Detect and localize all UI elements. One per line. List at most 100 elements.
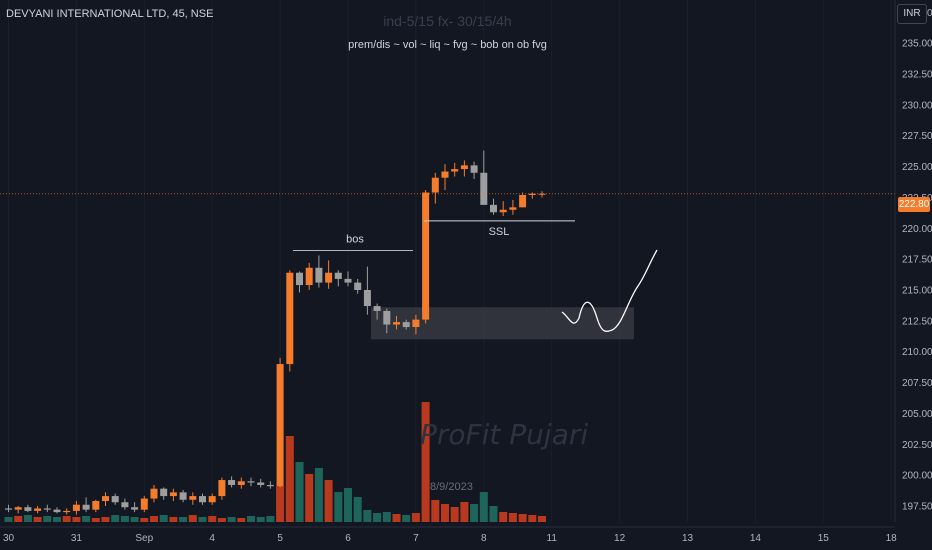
volume-bar <box>411 513 420 522</box>
volume-bar <box>460 502 469 522</box>
time-axis[interactable]: 30 31 Sep 4 5 6 7 8 11 12 13 14 15 18 <box>0 526 897 544</box>
time-tick-label: 5 <box>277 533 283 544</box>
volume-bar <box>363 510 372 522</box>
candle-body <box>519 194 527 208</box>
time-tick-label: 8 <box>481 533 487 544</box>
candle-body <box>402 322 410 328</box>
candle-body <box>140 498 148 510</box>
candle-body <box>373 306 381 311</box>
volume-bar <box>101 517 110 522</box>
price-tick-label: 217.50 <box>902 255 932 266</box>
candle-body <box>247 481 255 483</box>
volume-bar <box>72 517 81 522</box>
volume-bar <box>528 515 537 522</box>
volume-bar <box>324 480 333 522</box>
candle-body <box>325 272 333 283</box>
candle-body <box>72 504 80 511</box>
volume-bar <box>334 492 343 522</box>
candle-body <box>490 204 497 213</box>
price-tick-label: 235.00 <box>902 39 932 50</box>
candle-body <box>63 510 71 513</box>
candle-body <box>363 290 371 307</box>
candle-body <box>237 481 245 485</box>
price-tick-label: 215.00 <box>902 286 932 297</box>
volume-bar <box>518 514 527 522</box>
volume-bar <box>198 517 207 522</box>
candle-body <box>334 272 342 279</box>
candle-body <box>354 282 362 290</box>
volume-bar <box>295 462 304 522</box>
current-price-label: 222.80 <box>898 197 930 212</box>
candle-body <box>286 272 294 365</box>
candle-body <box>315 267 323 283</box>
volume-bar <box>169 517 178 522</box>
candle-body <box>460 165 468 170</box>
volume-bar <box>431 500 440 522</box>
time-tick-label: 30 <box>3 533 15 544</box>
volume-bar <box>402 515 411 522</box>
volume-bar <box>208 516 217 522</box>
volume-bar <box>23 515 32 522</box>
volume-bar <box>353 497 362 522</box>
candle-body <box>499 209 507 213</box>
volume-bar <box>276 486 285 522</box>
time-tick-label: 6 <box>345 533 351 544</box>
candle-body <box>509 207 517 210</box>
volume-bar <box>314 468 323 522</box>
volume-bar <box>130 517 139 522</box>
volume-bar <box>256 517 265 522</box>
volume-bar <box>266 516 275 522</box>
bos-label: bos <box>346 234 364 246</box>
candle-body <box>208 496 216 503</box>
time-tick-label: 15 <box>818 533 830 544</box>
time-tick-label: 12 <box>614 533 626 544</box>
volume-bar <box>508 513 517 522</box>
candle-body <box>393 322 400 325</box>
volume-bar <box>217 518 226 522</box>
price-tick-label: 200.00 <box>902 471 932 482</box>
volume-bar <box>285 436 294 522</box>
candle-body <box>179 492 187 500</box>
indicator-watermark: ind-5/15 fx- 30/15/4h <box>383 13 512 29</box>
candle-body <box>169 492 177 497</box>
candle-body <box>344 278 352 283</box>
price-tick-label: 220.00 <box>902 224 932 235</box>
volume-bar <box>82 516 91 522</box>
volume-bar <box>305 474 314 522</box>
volume-bar <box>179 517 188 522</box>
candle-body <box>276 364 284 487</box>
candle-body <box>24 507 32 511</box>
price-axis[interactable]: 237.50235.00232.50230.00227.50225.00222.… <box>894 0 932 522</box>
volume-bar <box>344 488 352 522</box>
ssl-label: SSL <box>489 226 510 238</box>
candle-body <box>422 192 430 320</box>
projection-path <box>561 249 658 332</box>
price-tick-label: 210.00 <box>902 347 932 358</box>
candle-body <box>528 193 536 195</box>
brand-watermark: ProFit Pujari <box>420 418 589 451</box>
price-tick-label: 197.50 <box>902 501 932 512</box>
date-watermark: 8/9/2023 <box>430 481 473 493</box>
volume-bar <box>538 516 546 522</box>
volume-bar <box>421 402 430 522</box>
time-tick-label: 14 <box>750 533 762 544</box>
candle-body <box>34 508 42 511</box>
volume-bars <box>4 402 546 522</box>
candle-body <box>111 496 119 503</box>
candle-body <box>199 496 206 503</box>
currency-button[interactable]: INR <box>897 4 927 24</box>
volume-bar <box>392 514 401 522</box>
price-tick-label: 232.50 <box>902 70 932 81</box>
volume-bar <box>111 515 120 522</box>
volume-bar <box>373 513 382 522</box>
candle-body <box>14 507 22 510</box>
volume-bar <box>227 517 236 522</box>
price-tick-label: 207.50 <box>902 378 932 389</box>
volume-bar <box>4 517 13 522</box>
candle-body <box>451 169 459 172</box>
candle-body <box>266 484 274 487</box>
time-tick-label: 4 <box>209 533 215 544</box>
volume-bar <box>33 517 42 522</box>
volume-bar <box>247 516 255 522</box>
